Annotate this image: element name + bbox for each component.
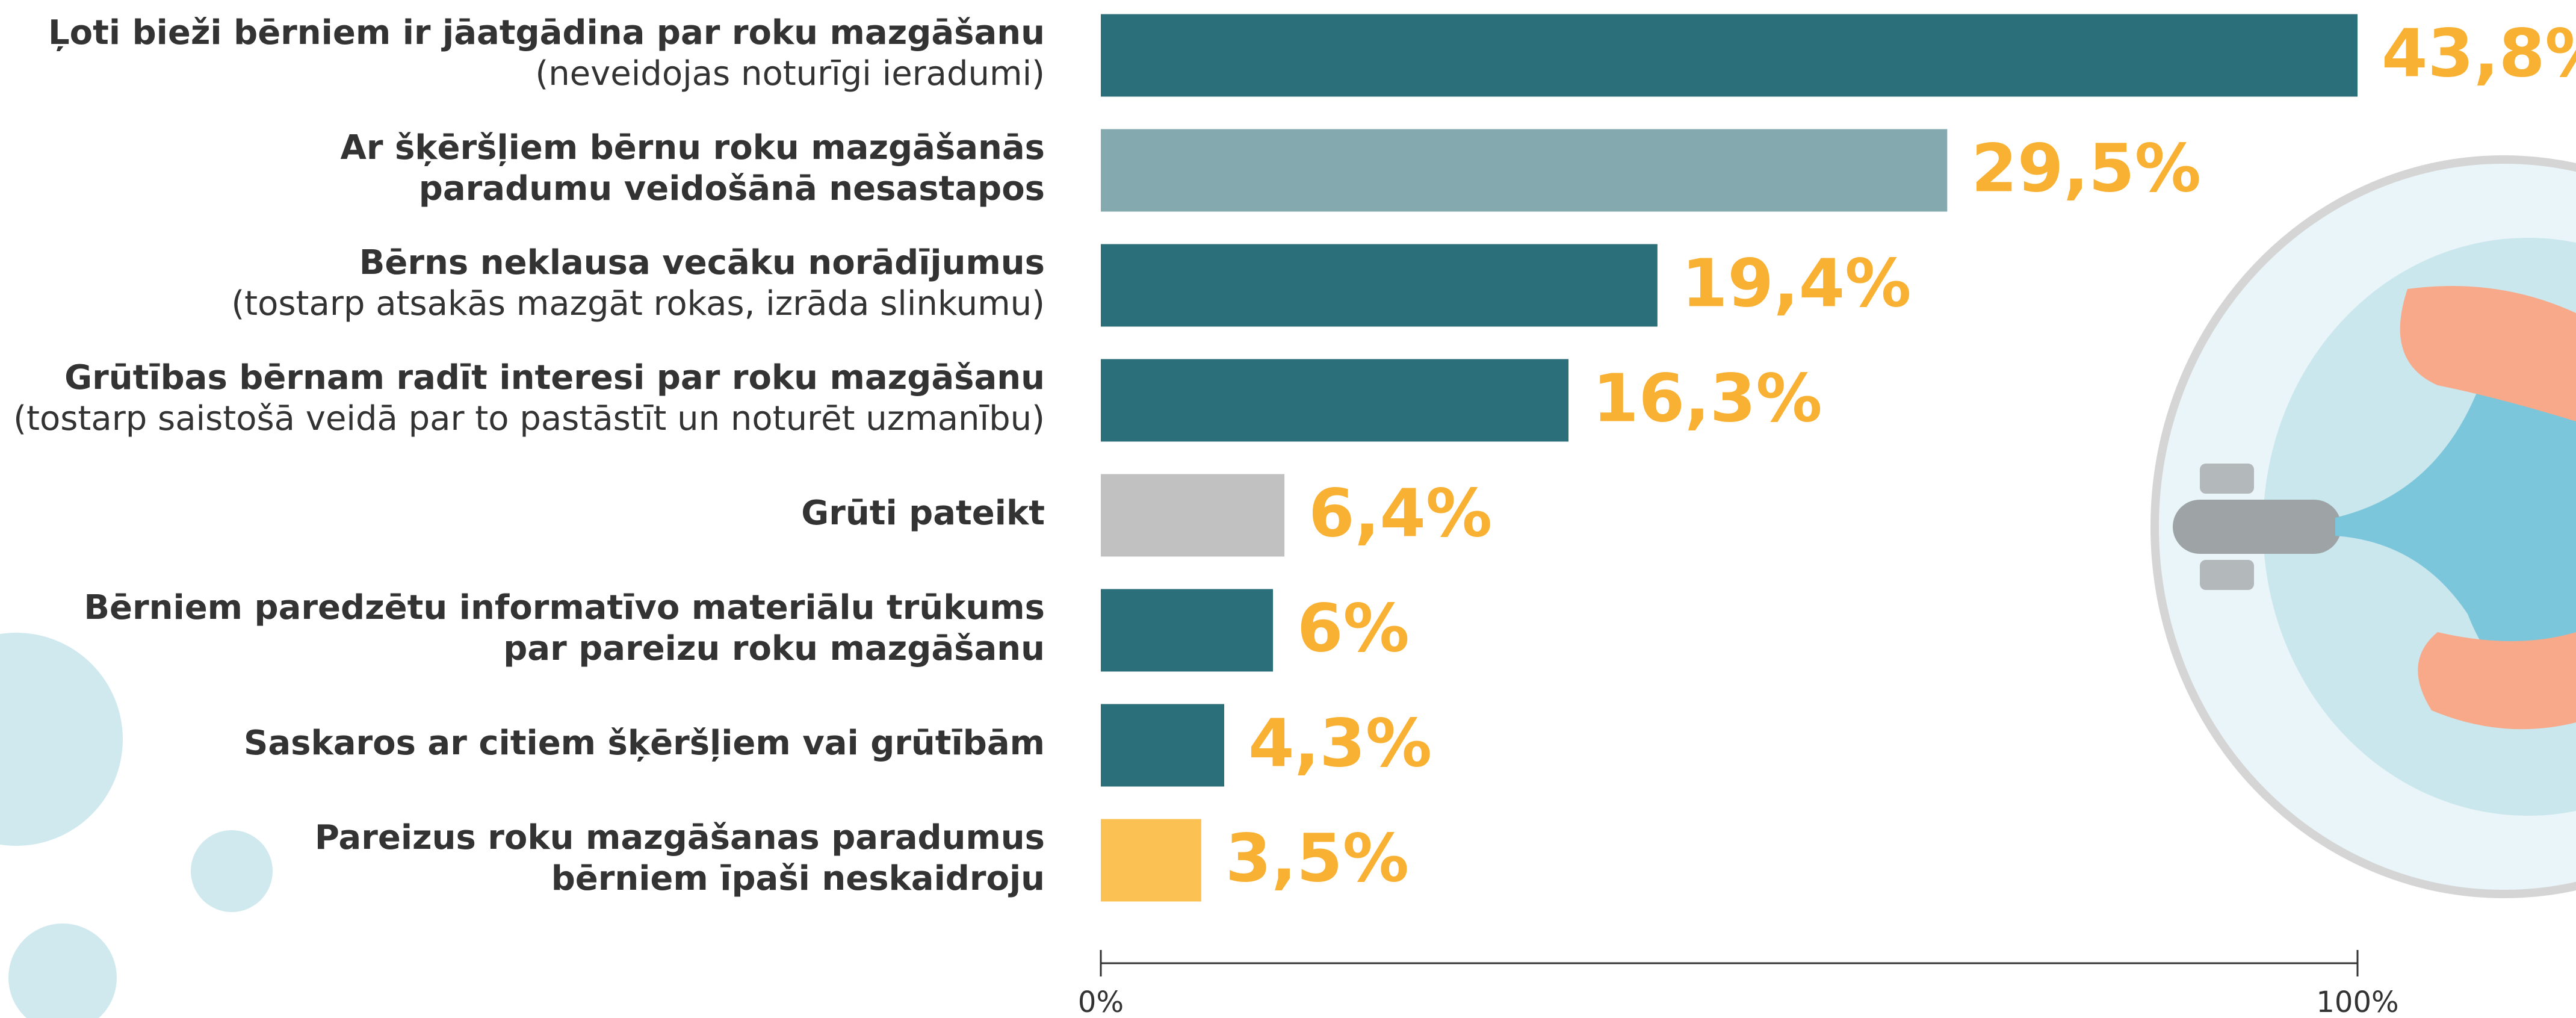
value-label: 3,5% bbox=[1225, 819, 1409, 896]
category-label: (tostarp saistošā veidā par to pastāstīt… bbox=[13, 399, 1045, 438]
bar bbox=[1101, 129, 1948, 212]
value-label: 16,3% bbox=[1593, 359, 1822, 436]
category-label: Bērniem paredzētu informatīvo materiālu … bbox=[84, 588, 1045, 627]
value-label: 6% bbox=[1297, 589, 1410, 666]
bubble bbox=[191, 830, 273, 912]
water bbox=[2335, 358, 2576, 722]
bar bbox=[1101, 359, 1569, 442]
faucet bbox=[2173, 500, 2341, 554]
faucet-knob bbox=[2200, 464, 2254, 494]
x-tick-label: 100% bbox=[2316, 985, 2398, 1018]
bar bbox=[1101, 704, 1224, 787]
bubble bbox=[0, 633, 123, 846]
category-label: (tostarp atsakās mazgāt rokas, izrāda sl… bbox=[231, 284, 1045, 323]
category-label: paradumu veidošānā nesastapos bbox=[419, 169, 1045, 208]
bar bbox=[1101, 474, 1285, 557]
category-label: Grūti pateikt bbox=[801, 494, 1045, 533]
category-label: Ļoti bieži bērniem ir jāatgādina par rok… bbox=[48, 13, 1045, 52]
hand bbox=[2418, 632, 2576, 730]
bar bbox=[1101, 819, 1201, 902]
value-label: 43,8% bbox=[2382, 14, 2576, 92]
value-label: 29,5% bbox=[1971, 129, 2201, 206]
category-label: Grūtības bērnam radīt interesi par roku … bbox=[64, 358, 1045, 397]
bar bbox=[1101, 14, 2358, 97]
category-label: par pareizu roku mazgāšanu bbox=[503, 629, 1045, 668]
category-label: Ar šķēršļiem bērnu roku mazgāšanās bbox=[340, 128, 1045, 167]
value-label: 19,4% bbox=[1682, 244, 1912, 321]
decoration bbox=[0, 155, 2576, 1018]
x-tick-label: 0% bbox=[1078, 985, 1124, 1018]
bubble bbox=[8, 923, 117, 1018]
value-label: 6,4% bbox=[1308, 474, 1492, 551]
value-label: 4,3% bbox=[1248, 704, 1432, 781]
category-label: (neveidojas noturīgi ieradumi) bbox=[535, 54, 1045, 93]
category-label: Pareizus roku mazgāšanas paradumus bbox=[315, 818, 1045, 857]
category-label: Bērns neklausa vecāku norādījumus bbox=[359, 243, 1045, 282]
hand bbox=[2400, 286, 2576, 421]
bar bbox=[1101, 589, 1274, 672]
faucet-knob bbox=[2200, 560, 2254, 590]
category-label: bērniem īpaši neskaidroju bbox=[551, 859, 1045, 898]
category-label: Saskaros ar citiem šķēršļiem vai grūtībā… bbox=[244, 724, 1045, 763]
bar bbox=[1101, 244, 1658, 327]
